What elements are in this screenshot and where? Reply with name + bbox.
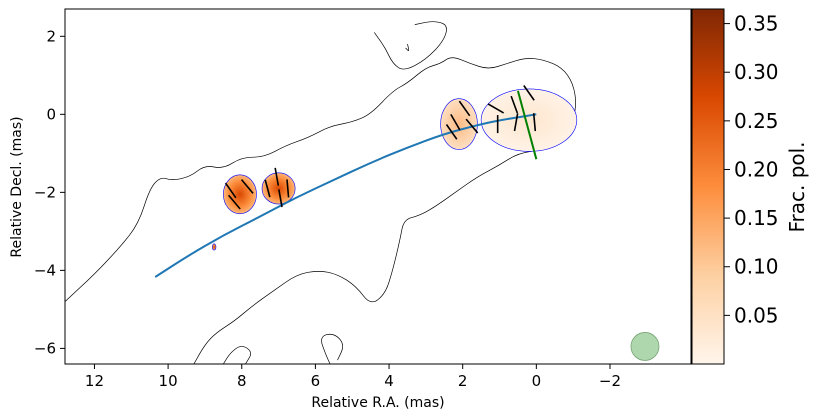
colorbar-tick-label: 0.30 [734, 60, 779, 84]
polarized-region-4 [223, 174, 257, 215]
y-axis-ticks: 2 0 −2 −4 −6 [34, 27, 65, 357]
colorbar-tick-label: 0.25 [734, 109, 779, 133]
x-tick-label: 8 [237, 372, 247, 390]
evpa-vector-1 [532, 113, 537, 132]
colorbar-label: Frac. pol. [785, 141, 809, 232]
colorbar-tick-label: 0.35 [734, 12, 779, 36]
x-tick-label: 6 [311, 372, 321, 390]
x-tick-label: 2 [458, 372, 468, 390]
colorbar-tick-label: 0.20 [734, 157, 779, 181]
beam-ellipse [630, 332, 660, 361]
plot-area [65, 21, 660, 364]
y-tick-label: 2 [46, 27, 56, 45]
evpa-vector-9 [445, 124, 458, 140]
colorbar-tick-label: 0.05 [734, 303, 779, 327]
evpa-vector-4 [523, 85, 535, 101]
evpa-vector-11 [274, 167, 280, 186]
evpa-vector-13 [286, 179, 290, 198]
colorbar-ticks: 0.05 0.10 0.15 0.20 0.25 0.30 0.35 [724, 12, 779, 327]
evpa-vector-17 [227, 194, 241, 210]
y-tick-label: −6 [34, 339, 56, 357]
colorbar [691, 8, 725, 365]
intensity-contour-3 [321, 333, 344, 364]
y-tick-label: 0 [46, 105, 56, 123]
jet-axis-line [516, 90, 538, 160]
colorbar-tick-label: 0.15 [734, 206, 779, 230]
x-tick-label: 4 [384, 372, 394, 390]
evpa-vector-12 [278, 189, 283, 208]
intensity-contour-outer [65, 57, 576, 364]
intensity-contour-4 [405, 44, 410, 51]
x-axis-ticks: 12 10 8 6 4 2 0 −2 [85, 364, 621, 390]
jet-ridge-line [154, 113, 537, 278]
colorbar-tick-label: 0.10 [734, 255, 779, 279]
evpa-vector-5 [510, 95, 519, 114]
x-axis-title: Relative R.A. (mas) [311, 395, 444, 411]
evpa-vector-6 [487, 103, 505, 114]
y-axis-title: Relative Decl. (mas) [9, 116, 25, 257]
polarized-region-5 [211, 243, 217, 251]
intensity-contour-2 [223, 346, 251, 364]
intensity-contour-1 [374, 21, 447, 70]
evpa-vector-7 [458, 100, 471, 117]
polarized-region-1 [480, 88, 578, 152]
evpa-vector-16 [224, 182, 237, 199]
evpa-vector-14 [264, 179, 271, 198]
y-tick-label: −4 [34, 261, 56, 279]
x-tick-label: 0 [532, 372, 542, 390]
x-tick-label: 10 [159, 372, 178, 390]
plot-frame [64, 8, 692, 365]
evpa-vector-8 [450, 113, 461, 131]
evpa-vector-15 [240, 179, 254, 194]
polarized-region-2 [440, 98, 478, 150]
evpa-vector-10 [465, 118, 479, 134]
evpa-vector-2 [513, 113, 519, 132]
x-tick-label: 12 [85, 372, 104, 390]
y-tick-label: −2 [34, 183, 56, 201]
x-tick-label: −2 [599, 372, 621, 390]
